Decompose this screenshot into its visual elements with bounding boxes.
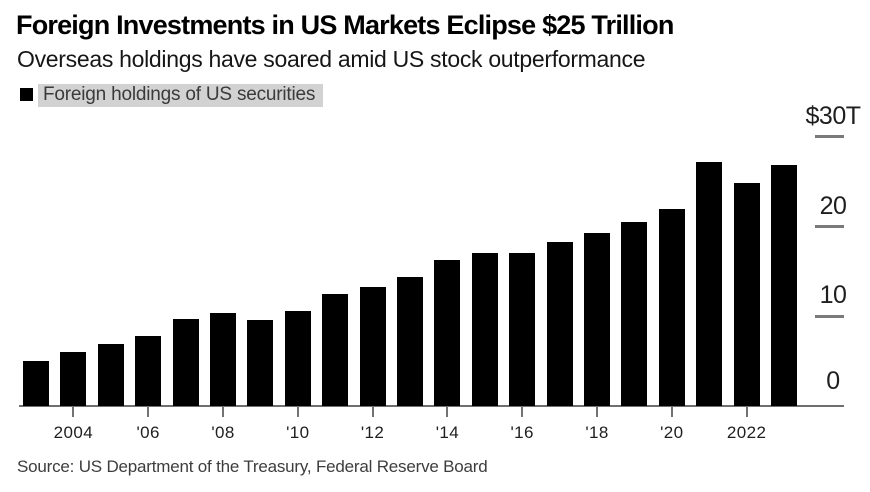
bar-2017 — [546, 241, 573, 406]
x-tick-2004 — [72, 406, 75, 417]
x-tick-2012 — [371, 406, 374, 417]
x-tick-2018 — [596, 406, 598, 417]
x-tick-label-2006: '06 — [136, 423, 160, 442]
x-tick-label-2008: '08 — [211, 423, 235, 442]
y-tick-dash-20 — [815, 225, 844, 229]
bar-2020 — [658, 208, 685, 406]
bar-2019 — [621, 222, 648, 406]
x-tick-label-2022: 2022 — [726, 423, 767, 442]
source-note: Source: US Department of the Treasury, F… — [17, 457, 488, 476]
x-tick-2006 — [147, 406, 150, 417]
bar-2015 — [471, 252, 498, 406]
y-tick-dash-30 — [815, 135, 844, 139]
legend: Foreign holdings of US securities — [20, 84, 324, 107]
x-tick-label-2012: '12 — [360, 423, 385, 442]
bar-2004 — [60, 352, 87, 406]
bar-2013 — [397, 276, 423, 406]
y-tick-label-10: 10 — [819, 281, 847, 310]
bar-2014 — [434, 259, 461, 406]
x-tick-2022 — [745, 406, 748, 417]
bar-2003 — [23, 361, 49, 406]
y-tick-label-30: $30T — [805, 101, 861, 130]
bar-2021 — [696, 162, 723, 406]
bar-2016 — [509, 252, 536, 406]
bar-2018 — [584, 232, 610, 406]
y-tick-label-0: 0 — [826, 367, 840, 395]
x-tick-2010 — [296, 406, 299, 417]
x-tick-label-2018: '18 — [585, 423, 609, 442]
x-tick-label-2014: '14 — [435, 423, 460, 442]
y-tick-dash-10 — [815, 314, 844, 318]
y-tick-label-20: 20 — [819, 191, 847, 220]
bar-2023 — [771, 164, 797, 406]
bar-2009 — [247, 319, 274, 406]
bar-2008 — [210, 312, 236, 406]
bar-2011 — [322, 293, 349, 406]
bar-2005 — [97, 344, 124, 406]
x-tick-2014 — [446, 406, 449, 417]
chart-subtitle: Overseas holdings have soared amid US st… — [17, 46, 646, 72]
chart-title: Foreign Investments in US Markets Eclips… — [16, 10, 674, 40]
x-tick-label-2016: '16 — [510, 423, 534, 442]
bar-2010 — [284, 310, 311, 406]
x-tick-label-2020: '20 — [660, 423, 684, 442]
x-tick-label-2004: 2004 — [53, 423, 94, 442]
bar-2012 — [359, 286, 386, 406]
x-axis-baseline — [19, 405, 844, 407]
bar-2007 — [172, 319, 199, 406]
x-tick-2020 — [670, 406, 673, 417]
bar-2006 — [135, 336, 162, 406]
bar-2022 — [733, 182, 760, 406]
x-tick-label-2010: '10 — [286, 423, 310, 442]
x-tick-2008 — [222, 406, 224, 417]
x-tick-2016 — [521, 406, 524, 417]
legend-label: Foreign holdings of US securities — [38, 84, 324, 107]
series-swatch-icon — [20, 88, 33, 101]
